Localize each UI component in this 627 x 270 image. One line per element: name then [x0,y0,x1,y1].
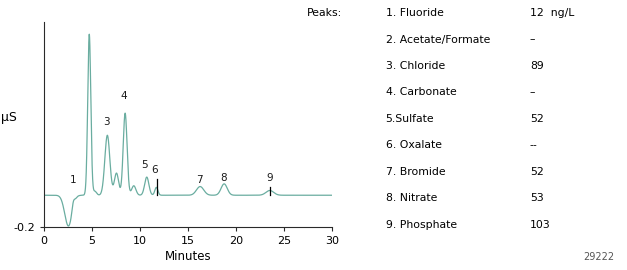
Text: 52: 52 [530,114,544,124]
Text: 53: 53 [530,193,544,203]
Text: 1. Fluoride: 1. Fluoride [386,8,443,18]
Text: 9. Phosphate: 9. Phosphate [386,220,456,230]
Text: 6: 6 [151,165,158,175]
Text: 4: 4 [120,90,127,100]
Text: 5.Sulfate: 5.Sulfate [386,114,435,124]
Text: 1: 1 [70,176,76,185]
Text: –: – [530,87,535,97]
Text: 8: 8 [220,173,227,183]
Text: 5: 5 [142,160,148,170]
Text: 12  ng/L: 12 ng/L [530,8,574,18]
X-axis label: Minutes: Minutes [165,250,211,263]
Text: 6. Oxalate: 6. Oxalate [386,140,441,150]
Text: 2. Acetate/Formate: 2. Acetate/Formate [386,35,490,45]
Text: 4. Carbonate: 4. Carbonate [386,87,456,97]
Text: 3. Chloride: 3. Chloride [386,61,445,71]
Text: 9: 9 [266,173,273,183]
Text: --: -- [530,140,537,150]
Text: 3: 3 [103,117,110,127]
Text: –: – [530,35,535,45]
Text: 8. Nitrate: 8. Nitrate [386,193,437,203]
Text: 7: 7 [196,175,203,185]
Y-axis label: μS: μS [1,111,17,124]
Text: 52: 52 [530,167,544,177]
Text: 103: 103 [530,220,551,230]
Text: 29222: 29222 [583,252,614,262]
Text: Peaks:: Peaks: [307,8,342,18]
Text: 89: 89 [530,61,544,71]
Text: 7. Bromide: 7. Bromide [386,167,445,177]
